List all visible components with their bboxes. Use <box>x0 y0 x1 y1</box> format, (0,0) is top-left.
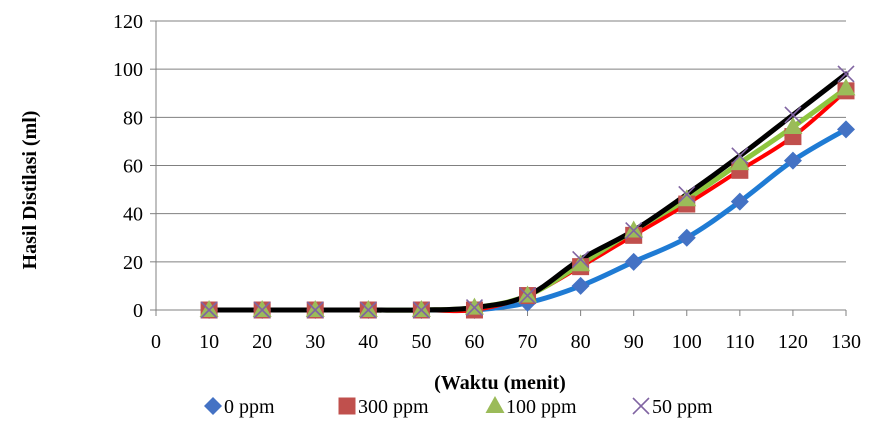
y-tick-label: 100 <box>113 59 143 81</box>
series-lines <box>206 71 849 314</box>
x-tick-label: 40 <box>358 331 378 353</box>
marker-stroke <box>731 147 749 165</box>
marker-stroke <box>359 301 377 319</box>
series-markers <box>199 65 856 319</box>
x-tick-label: 60 <box>464 331 484 353</box>
marker-stroke <box>632 397 650 415</box>
data-point-triangle <box>411 300 431 317</box>
x-tick-label: 70 <box>518 331 538 353</box>
data-point-x <box>465 299 484 317</box>
legend-marker-diamond <box>204 397 222 415</box>
x-tick-label: 50 <box>411 331 431 353</box>
y-tick-label: 20 <box>123 252 143 274</box>
data-point-x <box>306 301 324 319</box>
data-point-triangle <box>358 300 378 317</box>
data-point-triangle <box>305 300 325 317</box>
data-point-diamond <box>677 228 696 247</box>
data-point-triangle <box>518 285 538 303</box>
data-point-diamond <box>837 120 855 139</box>
data-point-triangle <box>571 254 591 272</box>
x-tick-label: 30 <box>305 331 325 353</box>
marker-stroke <box>572 250 590 268</box>
x-axis-title: (Waktu (menit) <box>434 372 566 394</box>
x-tick-label: 80 <box>571 331 591 353</box>
legend-label: 100 ppm <box>506 396 577 418</box>
y-tick-label: 60 <box>123 156 143 178</box>
marker-stroke <box>678 185 696 203</box>
marker-stroke <box>200 301 218 319</box>
marker-stroke <box>465 299 484 317</box>
x-tick-label: 110 <box>725 331 754 353</box>
y-tick-label: 80 <box>123 107 143 129</box>
data-point-x <box>784 106 802 124</box>
x-tick-label: 10 <box>199 331 219 353</box>
x-tick-label: 20 <box>252 331 272 353</box>
x-tick-label: 130 <box>831 331 861 353</box>
marker-stroke <box>412 301 430 319</box>
marker-stroke <box>784 106 802 124</box>
data-point-triangle <box>677 189 697 207</box>
marker-stroke <box>253 301 271 319</box>
data-point-triangle <box>783 116 803 134</box>
data-point-triangle <box>199 300 219 317</box>
data-point-diamond <box>571 276 590 295</box>
data-point-triangle <box>836 78 856 96</box>
marker-stroke <box>306 301 324 319</box>
data-point-triangle <box>730 153 750 171</box>
series-line <box>206 85 849 313</box>
series-line <box>207 88 848 314</box>
data-point-x <box>678 185 696 203</box>
x-tick-label: 0 <box>151 331 161 353</box>
marker-stroke <box>518 286 537 305</box>
y-axis-tick-labels: 0 20 40 60 80 100 120 <box>113 11 143 322</box>
x-axis-tick-labels: 0 10 20 30 40 50 60 70 80 90 100 110 120 130 <box>151 331 861 353</box>
legend-label: 50 ppm <box>652 396 713 418</box>
marker-stroke <box>625 221 643 240</box>
data-point-diamond <box>783 151 802 170</box>
legend-marker-x <box>632 397 650 415</box>
data-point-x <box>837 65 855 83</box>
legend-label: 300 ppm <box>358 396 429 418</box>
data-point-x <box>412 301 430 319</box>
y-tick-label: 40 <box>123 204 143 226</box>
legend: 0 ppm 300 ppm 100 ppm 50 ppm <box>204 396 713 418</box>
x-tick-label: 90 <box>624 331 644 353</box>
data-point-x <box>572 250 590 268</box>
data-point-x <box>625 221 643 240</box>
data-point-x <box>200 301 218 319</box>
x-tick-label: 100 <box>672 331 702 353</box>
legend-label: 0 ppm <box>224 396 275 418</box>
data-point-triangle <box>464 297 484 315</box>
data-point-triangle <box>252 300 272 317</box>
data-point-triangle <box>624 220 644 238</box>
y-tick-label: 0 <box>133 300 143 322</box>
y-tick-label: 120 <box>113 11 143 33</box>
marker-stroke <box>837 65 855 83</box>
data-point-x <box>359 301 377 319</box>
data-point-x <box>731 147 749 165</box>
data-point-diamond <box>624 252 643 271</box>
x-tick-label: 120 <box>778 331 808 353</box>
legend-marker-triangle <box>485 396 505 413</box>
data-point-x <box>518 286 537 305</box>
legend-marker-square <box>338 397 356 415</box>
y-axis-title: Hasil Distilasi (ml) <box>19 111 41 270</box>
data-point-diamond <box>730 192 749 211</box>
grid-lines <box>156 20 846 311</box>
data-point-x <box>253 301 271 319</box>
